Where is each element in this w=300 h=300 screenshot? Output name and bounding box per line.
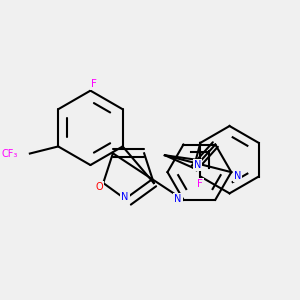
Text: N: N — [174, 194, 182, 204]
Text: F: F — [91, 80, 97, 89]
Text: F: F — [197, 178, 203, 189]
Text: N: N — [194, 160, 201, 170]
Text: CF₃: CF₃ — [2, 148, 18, 158]
Text: O: O — [95, 182, 103, 192]
Text: N: N — [234, 171, 241, 181]
Text: N: N — [121, 192, 129, 202]
